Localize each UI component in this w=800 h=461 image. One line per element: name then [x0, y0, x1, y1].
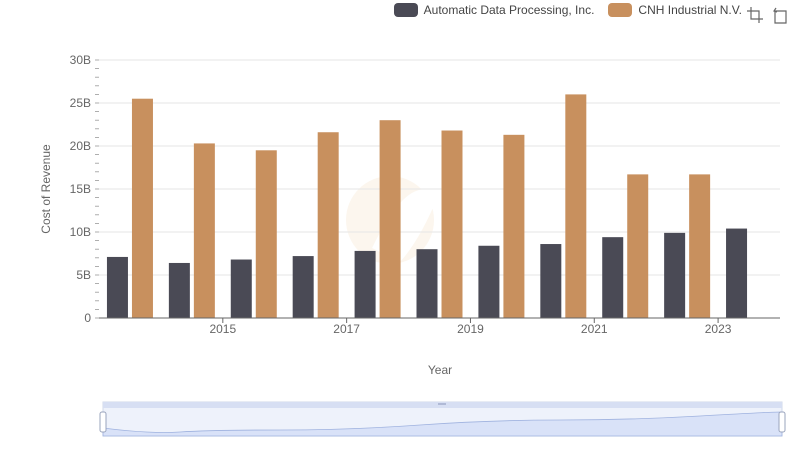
watermark-logo: [346, 176, 438, 264]
bar-cnh-2019[interactable]: [441, 130, 463, 318]
navigator-series-area: [102, 411, 783, 437]
legend-label-cnh: CNH Industrial N.V.: [638, 3, 742, 17]
bars: [106, 94, 748, 319]
bar-adp-2019[interactable]: [416, 249, 438, 318]
x-tick-labels: 2015 2017 2019 2021 2023: [209, 318, 732, 336]
bar-adp-2020[interactable]: [478, 245, 500, 318]
bar-cnh-2017[interactable]: [317, 132, 339, 318]
bar-cnh-2014[interactable]: [131, 98, 153, 318]
navigator-top-bar[interactable]: [103, 402, 782, 408]
bar-adp-2023[interactable]: [664, 232, 686, 318]
bar-adp-2024[interactable]: [726, 228, 748, 318]
bar-cnh-2018[interactable]: [379, 120, 401, 318]
x-tick-label: 2021: [581, 322, 608, 336]
y-axis-label: Cost of Revenue: [39, 144, 53, 234]
bar-adp-2015[interactable]: [168, 262, 190, 318]
y-tick-label: 10B: [70, 225, 91, 239]
y-tick-labels: 0 5B 10B 15B 20B 25B 30B: [70, 53, 92, 325]
bar-adp-2022[interactable]: [602, 237, 624, 318]
chart-legend: Automatic Data Processing, Inc. CNH Indu…: [393, 3, 742, 17]
range-navigator[interactable]: [99, 401, 786, 437]
y-tick-label: 15B: [70, 182, 91, 196]
bar-cnh-2023[interactable]: [689, 174, 711, 318]
zoom-select-icon[interactable]: [746, 6, 764, 24]
y-tick-label: 5B: [76, 268, 91, 282]
zoom-reset-icon[interactable]: [772, 6, 790, 24]
y-minor-ticks: [95, 59, 99, 319]
x-tick-label: 2023: [705, 322, 732, 336]
grid-lines: [99, 59, 780, 276]
bar-adp-2021[interactable]: [540, 244, 562, 318]
y-tick-label: 20B: [70, 139, 91, 153]
legend-swatch-adp: [393, 3, 418, 17]
bar-adp-2017[interactable]: [292, 256, 314, 318]
y-tick-label: 0: [84, 311, 91, 325]
navigator-right-handle[interactable]: [778, 411, 786, 433]
x-axis-label: Year: [428, 363, 452, 377]
bar-cnh-2021[interactable]: [565, 94, 587, 319]
legend-item-adp[interactable]: Automatic Data Processing, Inc.: [393, 3, 595, 17]
legend-item-cnh[interactable]: CNH Industrial N.V.: [608, 3, 742, 17]
bar-cnh-2016[interactable]: [255, 150, 277, 318]
navigator-left-handle[interactable]: [99, 411, 107, 433]
bar-cnh-2020[interactable]: [503, 134, 525, 318]
legend-swatch-cnh: [608, 3, 633, 17]
bar-adp-2016[interactable]: [230, 259, 252, 318]
y-tick-label: 30B: [70, 53, 91, 67]
x-tick-label: 2017: [333, 322, 360, 336]
bar-adp-2018[interactable]: [354, 250, 376, 318]
y-tick-label: 25B: [70, 96, 91, 110]
x-tick-label: 2019: [457, 322, 484, 336]
legend-label-adp: Automatic Data Processing, Inc.: [423, 3, 595, 17]
bar-adp-2014[interactable]: [106, 256, 128, 318]
bar-cnh-2015[interactable]: [193, 143, 215, 318]
bar-cnh-2022[interactable]: [627, 174, 649, 318]
x-tick-label: 2015: [209, 322, 236, 336]
